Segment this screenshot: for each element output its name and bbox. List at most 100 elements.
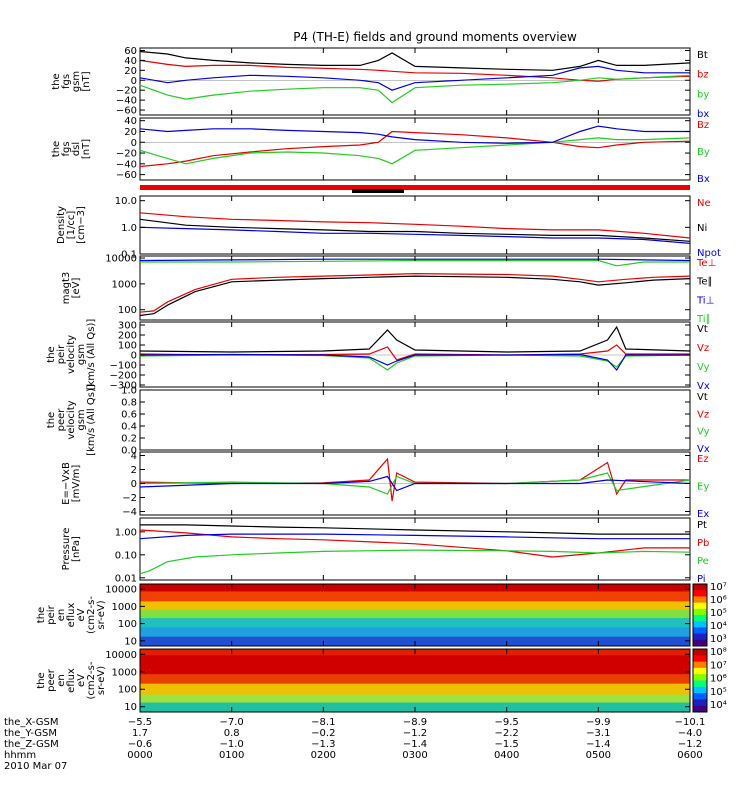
y-tick-label: −200 <box>110 371 137 382</box>
spectrogram-band <box>140 591 690 602</box>
series-Vt <box>139 325 691 353</box>
y-tick-label: 0 <box>131 76 137 87</box>
legend-entry: Vz <box>697 409 709 420</box>
y-tick-label: 1000 <box>112 279 137 290</box>
spectrogram-band <box>140 601 690 611</box>
legend-entry: Ex <box>697 509 709 520</box>
series-Bx <box>139 125 690 144</box>
colorbar-segment <box>693 655 707 663</box>
y-axis-label: [cm−3] <box>76 206 87 244</box>
y-tick-label: 20 <box>124 66 137 77</box>
y-tick-label: 10 <box>124 636 137 647</box>
time-axis-value: −8.1 <box>311 717 335 728</box>
series-Pb <box>139 529 690 558</box>
legend-entry: Pb <box>697 538 709 549</box>
legend-entry: by <box>697 89 709 100</box>
y-axis-label: velocity <box>66 400 77 439</box>
series-by <box>139 74 691 104</box>
time-axis-row-label: the_X-GSM <box>4 717 58 728</box>
series-Ti <box>140 259 690 267</box>
y-tick-label: 60 <box>124 46 137 57</box>
series-Ex <box>139 475 691 492</box>
y-tick-label: 1000 <box>112 602 137 613</box>
colorbar-segment <box>693 693 707 700</box>
y-tick-label: 1.00 <box>115 527 137 538</box>
series-Ni <box>139 218 691 242</box>
time-axis-value: −1.3 <box>311 739 335 750</box>
y-axis-label: en <box>56 674 67 687</box>
legend-entry: Pt <box>697 520 707 531</box>
time-axis-row-label: the_Z-GSM <box>4 739 59 750</box>
legend-entry: Vt <box>697 324 708 335</box>
spectrogram-band <box>140 610 690 619</box>
series-bx <box>139 65 690 91</box>
colorbar-segment <box>693 621 707 628</box>
y-tick-label: 100 <box>118 619 137 630</box>
legend-entry: Vy <box>697 362 710 373</box>
colorbar-label: 10⁸ <box>710 647 727 658</box>
colorbar-label: 10⁴ <box>710 621 727 632</box>
y-axis-label: sr-eV) <box>96 600 107 629</box>
colorbar-segment <box>693 699 707 707</box>
colorbar-segment <box>693 608 707 616</box>
y-tick-label: 0.01 <box>115 573 137 584</box>
y-tick-label: 0.8 <box>121 398 137 409</box>
y-axis-label: [km/s (All Qs)] <box>86 319 97 391</box>
time-axis-value: −0.2 <box>311 728 335 739</box>
colorbar-segment <box>693 649 707 656</box>
y-axis-label: velocity <box>66 335 77 374</box>
panel-peer-velocity: 1.00.80.60.40.20.0 the peer velocity gsm [km/… <box>46 384 710 456</box>
time-axis-value: 0600 <box>677 750 702 761</box>
y-axis-label: [mV/m] <box>71 465 82 503</box>
colorbar-segment <box>693 667 707 675</box>
y-tick-label: −40 <box>116 159 137 170</box>
colorbar-segment <box>693 680 707 688</box>
panel-frame <box>139 517 691 581</box>
y-axis-label: en <box>56 609 67 622</box>
y-tick-label: 0.6 <box>121 410 137 421</box>
status-bar <box>140 185 690 190</box>
series-Te <box>139 275 691 317</box>
series-Ne <box>139 212 691 239</box>
y-tick-label: 10000 <box>105 254 137 265</box>
y-axis-label: (cm2-s- <box>86 661 97 699</box>
colorbar-segment <box>693 627 707 635</box>
panel-frame <box>139 389 691 451</box>
y-axis-label: magt3 <box>61 272 72 305</box>
y-tick-label: 10 <box>124 702 137 713</box>
y-tick-label: 20 <box>124 127 137 138</box>
y-tick-label: 200 <box>118 331 137 342</box>
time-axis-value: −8.9 <box>403 717 427 728</box>
y-tick-label: −60 <box>116 170 137 181</box>
time-axis-row-label: the_Y-GSM <box>4 728 57 739</box>
time-axis-value: −0.6 <box>128 739 152 750</box>
panel-frame <box>139 255 691 321</box>
series-Pt <box>140 524 690 535</box>
y-axis-label: [nPa] <box>71 536 82 562</box>
time-axis-value: −5.5 <box>128 717 152 728</box>
y-axis-label: [eV] <box>71 278 82 299</box>
spectrogram-band <box>140 618 690 628</box>
legend-entry: Pi <box>697 574 706 585</box>
colorbar-segment <box>693 596 707 604</box>
spectrogram-band <box>140 674 690 685</box>
series-Pe <box>139 549 691 575</box>
panel-frame <box>139 195 691 255</box>
time-axis-value: −1.4 <box>403 739 427 750</box>
legend-entry: Ti⊥ <box>696 295 714 306</box>
y-tick-label: 0.0 <box>121 446 137 457</box>
legend-entry: Ez <box>697 454 709 465</box>
time-axis-value: −7.0 <box>220 717 244 728</box>
y-tick-label: 300 <box>118 321 137 332</box>
y-axis-label: eV <box>76 608 87 621</box>
time-axis-value: −1.0 <box>220 739 244 750</box>
legend-entry: Vx <box>697 381 710 392</box>
time-axis-value: −9.9 <box>586 717 610 728</box>
colorbar-label: 10⁵ <box>710 608 727 619</box>
y-axis-label: peir <box>46 604 57 624</box>
legend-entry: Pe <box>697 556 709 567</box>
colorbar-label: 10⁶ <box>710 595 727 606</box>
y-tick-label: −4 <box>122 507 137 518</box>
series-Vy <box>139 354 691 371</box>
